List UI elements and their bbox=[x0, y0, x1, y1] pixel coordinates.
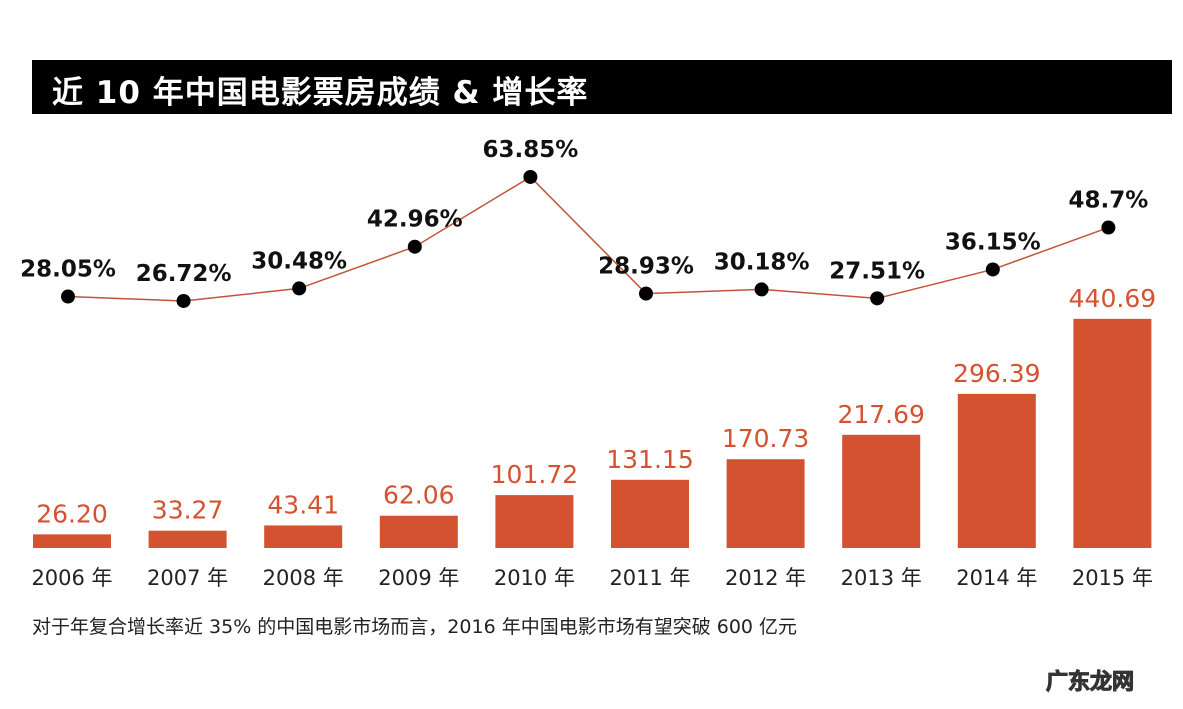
title-bar: 近 10 年中国电影票房成绩 & 增长率 bbox=[32, 60, 1172, 114]
growth-label: 48.7% bbox=[1069, 188, 1149, 214]
growth-point bbox=[870, 291, 885, 306]
growth-label: 28.05% bbox=[20, 257, 116, 283]
growth-point bbox=[639, 286, 653, 301]
bar-value-label: 296.39 bbox=[953, 359, 1040, 388]
bar bbox=[611, 479, 689, 548]
growth-label: 42.96% bbox=[367, 207, 463, 233]
growth-point bbox=[985, 262, 1000, 277]
bar bbox=[495, 495, 574, 548]
bar-value-label: 62.06 bbox=[383, 481, 455, 510]
growth-label: 26.72% bbox=[136, 261, 232, 287]
bar-value-label: 170.73 bbox=[722, 424, 809, 453]
x-tick-label: 2015 年 bbox=[1072, 566, 1153, 590]
growth-label: 27.51% bbox=[829, 258, 925, 284]
x-tick-label: 2012 年 bbox=[725, 566, 806, 590]
growth-point bbox=[292, 281, 307, 296]
growth-label: 30.48% bbox=[251, 248, 347, 274]
bar-value-label: 26.20 bbox=[36, 499, 108, 528]
watermark: 广东龙网 bbox=[1045, 670, 1135, 696]
growth-point bbox=[1101, 220, 1116, 235]
growth-point bbox=[407, 239, 422, 254]
bar bbox=[33, 534, 111, 548]
growth-label: 36.15% bbox=[945, 229, 1041, 255]
bar bbox=[842, 434, 921, 548]
bar bbox=[264, 525, 343, 548]
x-tick-label: 2011 年 bbox=[609, 566, 690, 590]
bar-value-label: 440.69 bbox=[1069, 284, 1156, 313]
growth-point bbox=[176, 293, 191, 308]
bar bbox=[1073, 318, 1152, 548]
growth-point bbox=[523, 169, 538, 184]
x-tick-label: 2013 年 bbox=[841, 566, 922, 590]
bar-value-label: 43.41 bbox=[267, 490, 339, 519]
x-tick-label: 2010 年 bbox=[494, 566, 575, 590]
chart-title: 近 10 年中国电影票房成绩 & 增长率 bbox=[52, 75, 589, 111]
x-tick-label: 2009 年 bbox=[378, 566, 459, 590]
growth-line bbox=[67, 175, 1109, 302]
bar bbox=[148, 530, 227, 548]
bar bbox=[726, 459, 805, 548]
bar-value-label: 33.27 bbox=[152, 496, 224, 525]
growth-label: 63.85% bbox=[483, 137, 579, 163]
growth-label: 28.93% bbox=[598, 254, 694, 280]
x-tick-label: 2007 年 bbox=[147, 566, 228, 590]
bar bbox=[957, 393, 1036, 548]
growth-label: 30.18% bbox=[714, 249, 810, 275]
bar-value-label: 131.15 bbox=[606, 445, 693, 474]
footnote: 对于年复合增长率近 35% 的中国电影市场而言，2016 年中国电影市场有望突破… bbox=[32, 616, 798, 638]
growth-point bbox=[61, 289, 75, 304]
x-tick-label: 2006 年 bbox=[31, 566, 112, 590]
bar-value-label: 217.69 bbox=[837, 400, 924, 429]
x-tick-label: 2008 年 bbox=[263, 566, 344, 590]
bar bbox=[379, 515, 458, 548]
growth-point bbox=[754, 282, 769, 297]
x-tick-label: 2014 年 bbox=[956, 566, 1037, 590]
bar-value-label: 101.72 bbox=[491, 460, 578, 489]
